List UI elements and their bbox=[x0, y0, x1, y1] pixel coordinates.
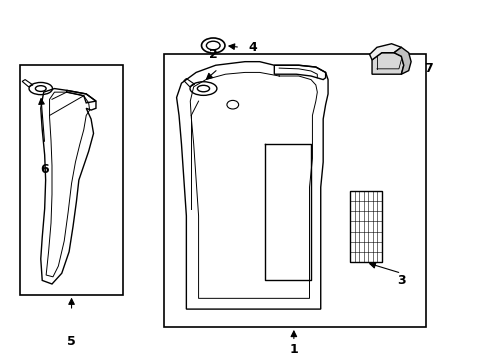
Text: 6: 6 bbox=[40, 163, 49, 176]
Polygon shape bbox=[369, 44, 401, 60]
Polygon shape bbox=[372, 53, 404, 74]
Text: 5: 5 bbox=[67, 335, 76, 348]
Bar bbox=[164, 54, 426, 327]
Text: 7: 7 bbox=[424, 62, 433, 75]
Text: 1: 1 bbox=[290, 343, 298, 356]
Bar bbox=[350, 191, 382, 262]
Text: 3: 3 bbox=[397, 274, 406, 287]
Text: 2: 2 bbox=[209, 48, 218, 61]
Text: 4: 4 bbox=[248, 41, 257, 54]
Bar bbox=[20, 65, 123, 295]
Polygon shape bbox=[394, 47, 411, 74]
